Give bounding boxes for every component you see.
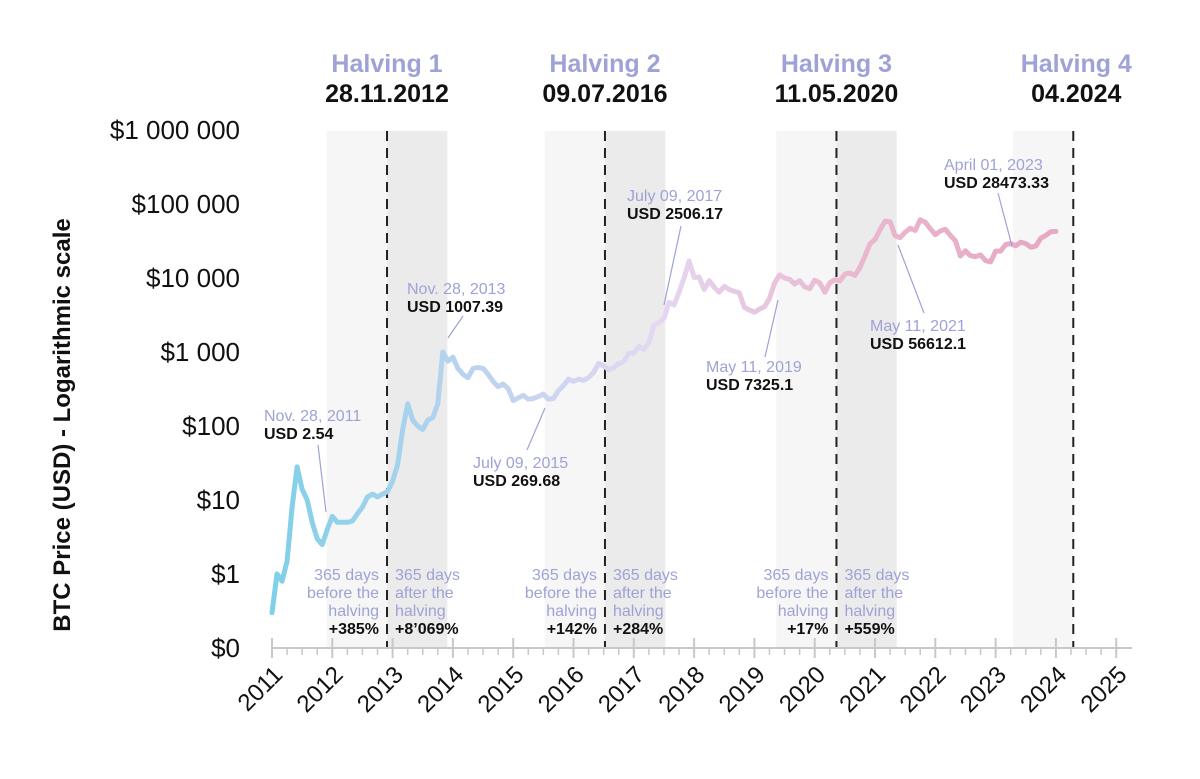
annotation-price: USD 269.68 — [473, 473, 560, 490]
y-tick-label: $1 000 — [160, 337, 240, 367]
y-tick-label: $10 000 — [146, 263, 240, 293]
y-tick-label: $100 — [182, 411, 240, 441]
after-halving-text: after the — [844, 585, 903, 602]
y-tick-label: $1 000 000 — [110, 115, 240, 145]
halving-date: 11.05.2020 — [775, 80, 899, 108]
before-halving-text: 365 days — [314, 567, 379, 584]
x-tick-label: 2021 — [834, 661, 891, 718]
after-halving-text: halving — [844, 603, 895, 620]
after-halving-change: +559% — [844, 621, 894, 638]
band-before-halving — [776, 131, 837, 648]
annotation-date: May 11, 2019 — [706, 359, 802, 376]
x-tick-label: 2018 — [653, 661, 710, 718]
before-halving-text: halving — [328, 603, 379, 620]
x-tick-label: 2023 — [955, 661, 1012, 718]
annotation-date: May 11, 2021 — [870, 318, 966, 335]
annotation-price: USD 56612.1 — [870, 336, 966, 353]
before-halving-change: +17% — [787, 621, 828, 638]
annotation-date: July 09, 2017 — [627, 188, 722, 205]
before-halving-text: 365 days — [532, 567, 597, 584]
x-axis: 2011 2012 2013 2014 2015 2016 2017 2018 2019 2020… — [233, 638, 1133, 718]
x-tick-label: 2025 — [1076, 661, 1133, 718]
band-after-halving — [836, 131, 897, 648]
halving-bands — [326, 131, 1074, 648]
halving-date: 09.07.2016 — [542, 80, 667, 108]
annotation-price: USD 2.54 — [264, 426, 333, 443]
halving-label: Halving 4 — [1021, 50, 1132, 78]
before-halving-text: halving — [546, 603, 597, 620]
annotation-leader-line — [317, 444, 327, 513]
after-halving-text: 365 days — [844, 567, 909, 584]
y-tick-label: $1 — [211, 559, 240, 589]
before-halving-change: +385% — [329, 621, 379, 638]
after-halving-text: 365 days — [395, 567, 460, 584]
annotation-price: USD 28473.33 — [944, 175, 1049, 192]
annotation-leader-line — [663, 225, 682, 306]
annotation-date: Nov. 28, 2013 — [407, 281, 506, 298]
before-halving-change: +142% — [547, 621, 597, 638]
halving-label: Halving 2 — [549, 50, 660, 78]
x-tick-label: 2011 — [233, 661, 289, 717]
x-tick-label: 2019 — [714, 661, 771, 718]
halving-label: Halving 1 — [331, 50, 442, 78]
after-halving-text: halving — [395, 603, 446, 620]
x-tick-label: 2013 — [352, 661, 409, 718]
annotation-price: USD 1007.39 — [407, 299, 503, 316]
y-tick-label: $10 — [197, 485, 240, 515]
after-halving-text: halving — [613, 603, 664, 620]
after-halving-text: after the — [613, 585, 672, 602]
x-tick-label: 2020 — [774, 661, 831, 718]
x-tick-label: 2012 — [292, 661, 349, 718]
y-tick-label: $100 000 — [132, 189, 240, 219]
annotation-leader-line — [997, 192, 1013, 247]
halving-date: 28.11.2012 — [325, 80, 449, 108]
x-tick-label: 2016 — [533, 661, 590, 718]
before-halving-text: before the — [756, 585, 828, 602]
annotation-price: USD 2506.17 — [627, 206, 723, 223]
annotation-leader-line — [447, 315, 464, 339]
after-halving-change: +8’069% — [395, 621, 459, 638]
before-halving-text: halving — [778, 603, 829, 620]
x-tick-label: 2022 — [895, 661, 952, 718]
halving-headers: Halving 128.11.2012 Halving 209.07.2016 Ha… — [325, 50, 1132, 108]
band-before-halving — [1012, 131, 1074, 648]
y-tick-label: $0 — [211, 633, 240, 663]
after-halving-change: +284% — [613, 621, 663, 638]
annotation-leader-line — [897, 244, 925, 314]
y-axis-title: BTC Price (USD) - Logarithmic scale — [49, 218, 76, 631]
x-tick-label: 2015 — [473, 661, 530, 718]
before-halving-text: before the — [307, 585, 379, 602]
annotation-leader-line — [526, 407, 546, 451]
annotation-date: July 09, 2015 — [473, 455, 568, 472]
x-tick-label: 2014 — [412, 661, 469, 718]
band-before-halving — [326, 131, 388, 648]
after-halving-text: after the — [395, 585, 454, 602]
annotation-date: April 01, 2023 — [944, 157, 1043, 174]
band-before-halving — [544, 131, 605, 648]
annotation-date: Nov. 28, 2011 — [264, 408, 361, 425]
after-halving-text: 365 days — [613, 567, 678, 584]
band-after-halving — [604, 131, 666, 648]
y-axis: $0 $1 $10 $100 $1 000 $10 000 $100 000 $1 000 0… — [110, 115, 240, 663]
annotation-price: USD 7325.1 — [706, 377, 793, 394]
halving-date: 04.2024 — [1031, 80, 1121, 108]
price-series-line — [269, 217, 1059, 616]
before-halving-text: 365 days — [764, 567, 829, 584]
halving-label: Halving 3 — [781, 50, 892, 78]
annotation-leader-line — [764, 299, 779, 358]
x-tick-label: 2017 — [593, 661, 650, 718]
x-tick-label: 2024 — [1015, 661, 1072, 718]
before-halving-text: before the — [525, 585, 597, 602]
halving-lines — [386, 131, 1075, 648]
